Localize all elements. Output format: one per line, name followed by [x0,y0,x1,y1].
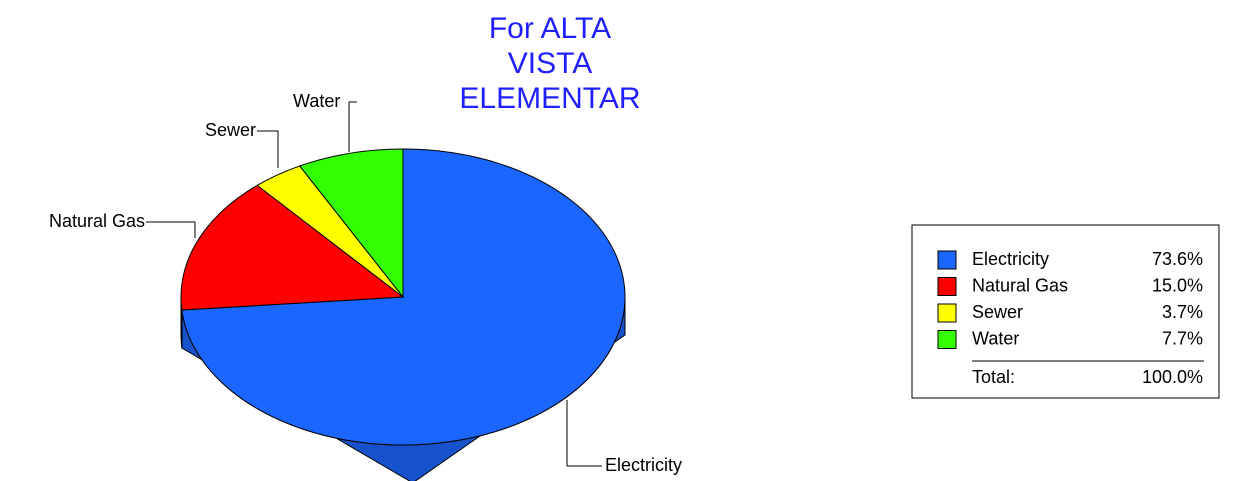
legend-label: Water [972,328,1019,348]
slice-label: Electricity [605,455,682,475]
legend-label: Electricity [972,249,1049,269]
legend-box [911,224,1220,399]
legend-value: 3.7% [1162,302,1203,322]
slice [256,165,404,298]
slice-label: Sewer [205,120,256,140]
slice [180,184,405,311]
leader-line [257,130,279,168]
legend-label: Sewer [972,302,1023,322]
slice [298,148,404,299]
legend-value: 7.7% [1162,328,1203,348]
chart-title: For ALTA [489,12,611,45]
legend-swatch [937,250,957,270]
legend-swatch [937,277,957,296]
legend-swatch [937,330,957,349]
legend-swatch [937,303,957,323]
legend-value: 73.6% [1152,249,1203,269]
slice-label: Natural Gas [49,211,145,231]
chart-title: VISTA [508,47,592,80]
leader-line [566,400,602,467]
leader-line [348,101,357,152]
legend-label: Natural Gas [972,275,1068,295]
leader-line [146,221,196,238]
legend-value: 15.0% [1152,275,1203,295]
chart-title: ELEMENTAR [459,82,640,115]
slice-label: Water [293,91,340,111]
legend-total-label: Total: [972,367,1015,387]
legend-total-value: 100.0% [1142,367,1203,387]
